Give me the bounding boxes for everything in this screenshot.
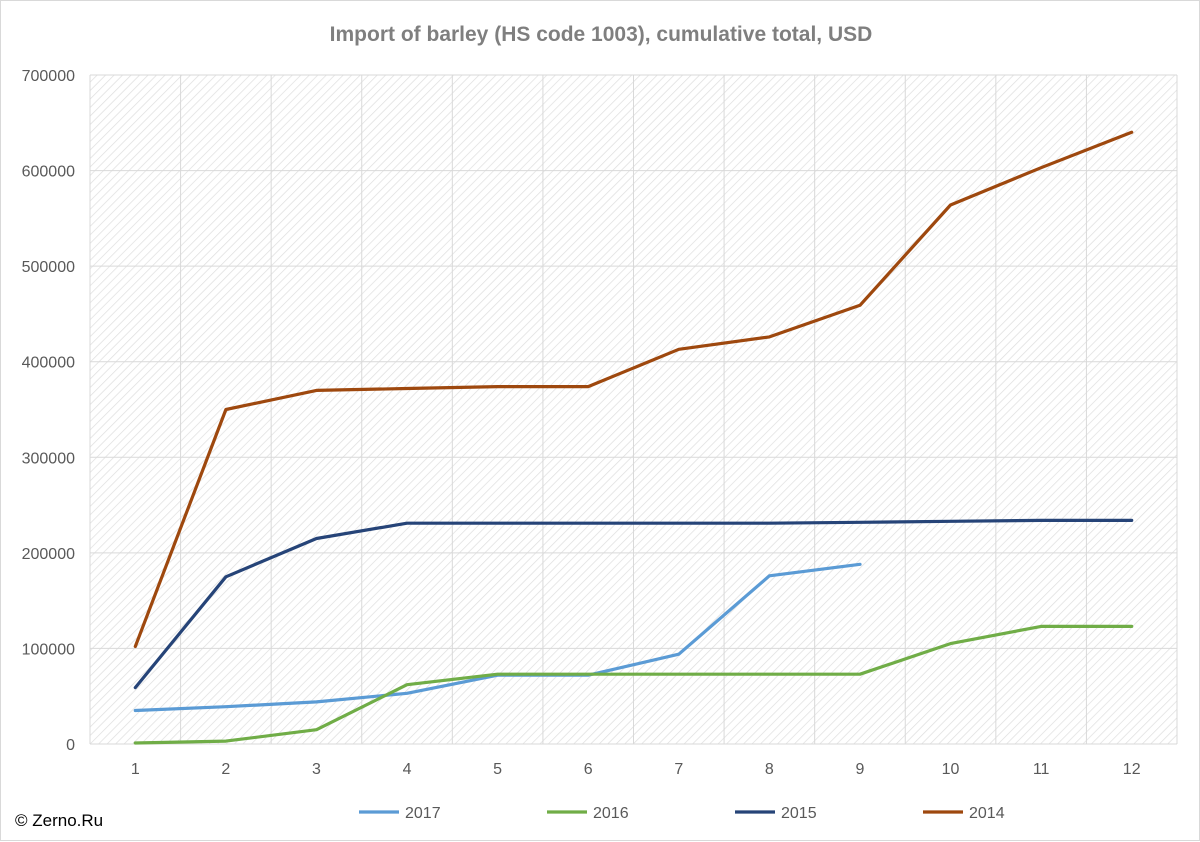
y-tick-label: 500000 <box>22 259 75 276</box>
legend-label-2014: 2014 <box>969 805 1005 822</box>
legend-label-2015: 2015 <box>781 805 817 822</box>
y-tick-label: 0 <box>66 737 75 754</box>
chart-title: Import of barley (HS code 1003), cumulat… <box>330 23 873 46</box>
legend-label-2016: 2016 <box>593 805 629 822</box>
x-tick-label: 5 <box>493 761 502 778</box>
x-tick-label: 10 <box>942 761 960 778</box>
gridlines <box>89 74 1178 745</box>
series-line-2016 <box>133 624 1134 745</box>
x-tick-label: 1 <box>131 761 140 778</box>
y-tick-label: 300000 <box>22 450 75 467</box>
x-axis: 1 2 3 4 5 6 7 8 9 10 11 12 <box>131 761 1141 778</box>
credit-text: © Zerno.Ru <box>15 811 103 830</box>
y-tick-label: 400000 <box>22 355 75 372</box>
x-tick-label: 11 <box>1033 761 1050 778</box>
x-tick-label: 12 <box>1123 761 1141 778</box>
y-tick-label: 700000 <box>22 68 75 85</box>
x-tick-label: 6 <box>584 761 593 778</box>
x-tick-label: 2 <box>221 761 230 778</box>
x-tick-label: 4 <box>403 761 412 778</box>
y-axis: 0 100000 200000 300000 400000 500000 600000 700… <box>22 68 75 754</box>
series-line-2015 <box>133 518 1134 690</box>
y-tick-label: 200000 <box>22 546 75 563</box>
x-tick-label: 3 <box>312 761 321 778</box>
y-tick-label: 600000 <box>22 164 75 181</box>
series-lines <box>133 130 1134 745</box>
legend-label-2017: 2017 <box>405 805 441 822</box>
x-tick-label: 9 <box>856 761 865 778</box>
x-tick-label: 7 <box>674 761 683 778</box>
legend: 2017 2016 2015 2014 <box>359 805 1005 822</box>
x-tick-label: 8 <box>765 761 774 778</box>
series-line-2014 <box>133 130 1134 649</box>
y-tick-label: 100000 <box>22 641 75 658</box>
